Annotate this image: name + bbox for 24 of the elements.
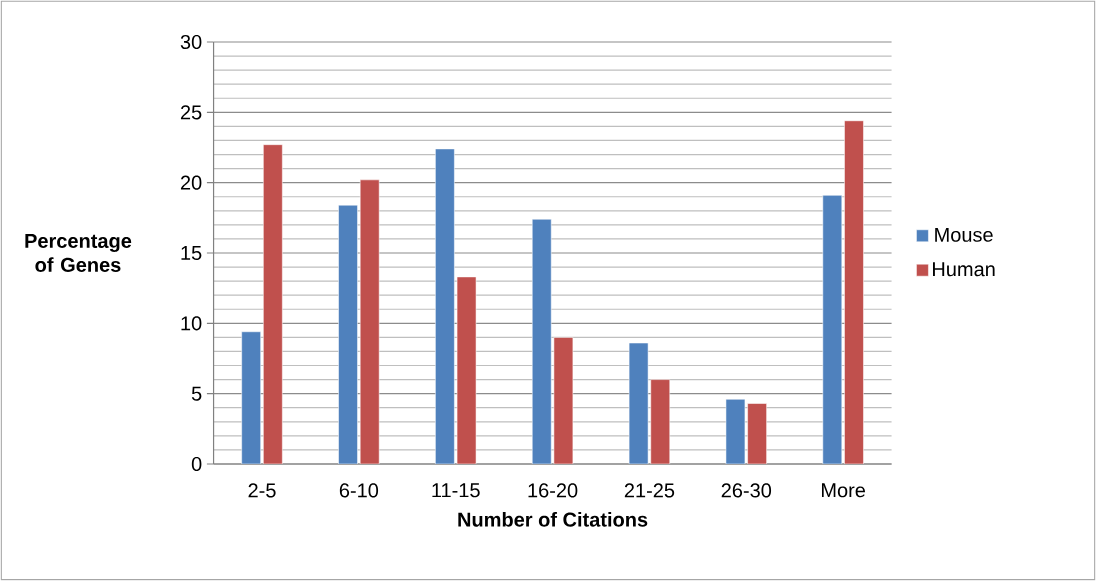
y-tick-label: 10 [181, 316, 202, 331]
bar [263, 144, 283, 464]
y-tick-label: 0 [191, 456, 202, 472]
legend-label: Human [933, 262, 995, 277]
y-tick-label: 5 [191, 386, 202, 401]
x-tick-label: 21-25 [624, 483, 675, 498]
x-tick-label: More [821, 483, 866, 498]
bar [241, 331, 261, 464]
x-tick-label: 2-5 [248, 483, 276, 498]
bar [338, 204, 358, 464]
x-axis-title: Number of Citations [458, 512, 648, 527]
y-tick-label: 15 [181, 246, 202, 260]
x-tick-label: 6-10 [339, 483, 379, 498]
y-tick-label: 20 [180, 175, 202, 190]
y-tick-label: 30 [180, 34, 202, 50]
y-tick-label: 25 [180, 105, 202, 120]
legend-label: Mouse [935, 227, 993, 242]
y-axis-title: Percentage of Genes [25, 234, 132, 272]
x-tick-label: 16-20 [528, 483, 578, 498]
bar [359, 179, 380, 464]
bar [844, 120, 864, 464]
x-tick-label: 26-30 [721, 483, 772, 498]
x-tick-label: 11-15 [432, 483, 480, 498]
bar [822, 195, 843, 464]
